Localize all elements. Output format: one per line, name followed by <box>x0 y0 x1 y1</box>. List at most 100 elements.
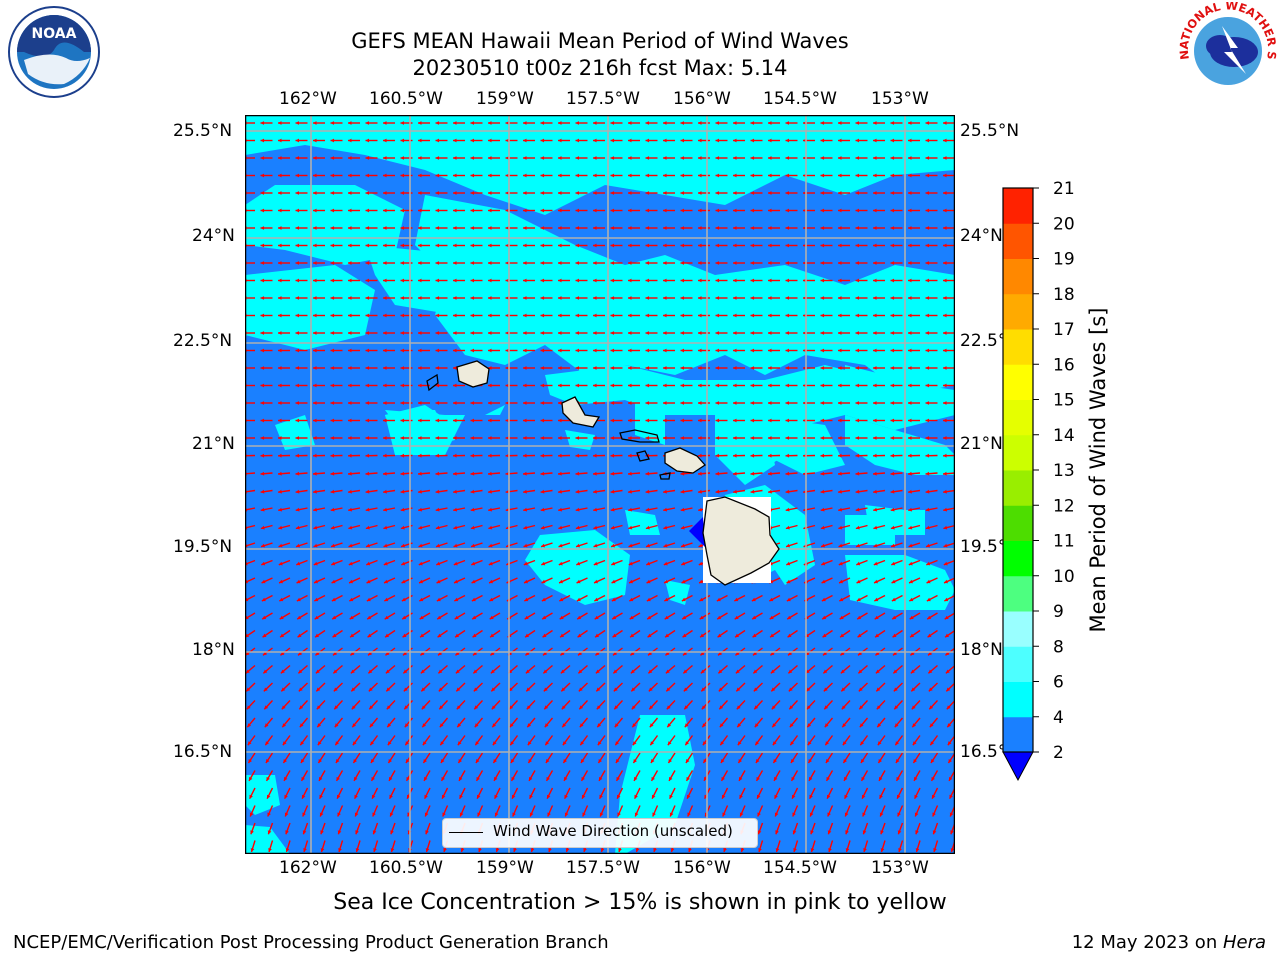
wind-arrow-head <box>735 669 740 674</box>
wind-arrow-head <box>278 471 282 476</box>
wind-arrow-head <box>701 687 706 692</box>
wind-arrow-head <box>435 366 440 370</box>
wind-arrow-head <box>494 812 499 817</box>
wind-arrow-head <box>476 794 481 799</box>
wind-arrow-head <box>750 121 755 125</box>
wind-arrow-head <box>354 776 358 781</box>
wind-arrow-head <box>680 173 685 178</box>
wind-arrow-head <box>436 561 441 566</box>
wind-arrow-head <box>383 173 387 178</box>
wind-arrow-head <box>910 669 915 674</box>
wind-arrow-head <box>348 121 352 125</box>
wind-arrow-head <box>838 261 842 265</box>
wind-arrow-head <box>593 138 597 143</box>
wind-arrow-head <box>908 401 912 405</box>
wind-arrow-head <box>540 453 545 458</box>
wind-arrow-head <box>859 723 864 728</box>
wind-arrow-head <box>400 208 405 213</box>
wind-arrow-head <box>593 331 597 335</box>
wind-arrow-head <box>875 633 880 638</box>
wind-arrow-head <box>698 243 702 248</box>
wind-arrow-head <box>949 776 953 781</box>
wind-arrow-head <box>908 296 912 300</box>
wind-arrow-head <box>418 331 422 335</box>
wind-arrow-head <box>599 776 603 781</box>
wind-arrow-head <box>350 633 355 638</box>
wind-arrow-head <box>470 226 475 230</box>
wind-arrow-head <box>558 401 562 405</box>
wind-arrow-head <box>453 543 458 548</box>
wind-arrow-head <box>910 651 915 656</box>
wind-arrow-head <box>681 561 686 566</box>
wind-arrow-head <box>248 759 252 764</box>
wind-arrow-head <box>737 741 742 746</box>
wind-arrow-head <box>558 278 562 283</box>
wind-arrow-head <box>943 507 948 512</box>
wind-arrow-head <box>505 208 510 213</box>
wind-arrow-head <box>785 226 790 230</box>
colorbar-tick-label: 13 <box>1053 461 1075 481</box>
wind-arrow-head <box>610 383 615 388</box>
wind-arrow-head <box>263 669 268 674</box>
wind-arrow-head <box>645 226 650 230</box>
wind-arrow-head <box>263 687 268 692</box>
wind-arrow-head <box>405 759 410 764</box>
wind-arrow-head <box>908 243 912 248</box>
wind-arrow-head <box>421 687 426 692</box>
wind-arrow-head <box>750 471 755 476</box>
wind-arrow-head <box>908 138 912 143</box>
wind-arrow-head <box>649 705 654 710</box>
wind-arrow-head <box>733 453 737 458</box>
wind-arrow-head <box>820 191 825 195</box>
wind-arrow-head <box>645 208 650 213</box>
wind-arrow-head <box>610 173 615 178</box>
wind-arrow-head <box>628 313 632 318</box>
wind-arrow-head <box>330 138 335 143</box>
wind-arrow-head <box>785 401 790 405</box>
wind-arrow-head <box>720 759 725 764</box>
wind-arrow-head <box>628 173 632 178</box>
colorbar-tick-label: 6 <box>1053 673 1064 693</box>
wind-arrow-head <box>757 812 761 817</box>
colorbar-segment <box>1003 399 1033 436</box>
wind-arrow-head <box>315 669 320 674</box>
wind-arrow-head <box>908 471 912 476</box>
wind-arrow-head <box>488 453 492 458</box>
wind-arrow-head <box>768 226 772 230</box>
wind-arrow-head <box>895 759 900 764</box>
wind-arrow-head <box>715 418 720 423</box>
wind-arrow-head <box>472 633 477 638</box>
wind-arrow-head <box>820 121 825 125</box>
wind-arrow-head <box>631 687 636 692</box>
wind-arrow-head <box>908 366 912 370</box>
wind-arrow-head <box>367 615 372 620</box>
wind-arrow-head <box>600 848 605 852</box>
wind-arrow-head <box>295 331 300 335</box>
wind-arrow-head <box>873 383 877 388</box>
wind-arrow-head <box>365 226 370 230</box>
wind-arrow-head <box>947 741 952 746</box>
wind-arrow-head <box>685 741 690 746</box>
wind-arrow-head <box>750 313 755 318</box>
wind-arrow-head <box>838 348 842 353</box>
wind-arrow-head <box>719 705 724 710</box>
wind-arrow-head <box>700 669 705 674</box>
wind-arrow-head <box>383 543 388 548</box>
wind-arrow-head <box>316 687 321 692</box>
wind-arrow-head <box>646 579 651 584</box>
wind-arrow-head <box>645 313 650 318</box>
wind-arrow-head <box>610 138 615 143</box>
wind-arrow-head <box>295 173 300 178</box>
wind-arrow-head <box>645 121 650 125</box>
wind-arrow-head <box>680 525 685 530</box>
wind-arrow-head <box>348 191 352 195</box>
wind-arrow-head <box>435 191 440 195</box>
wind-arrow-head <box>470 261 475 265</box>
wind-arrow-head <box>453 525 458 530</box>
wind-arrow-head <box>628 453 632 458</box>
wind-arrow-head <box>668 759 672 764</box>
wind-arrow-head <box>260 453 265 458</box>
lat-tick-right: 18°N <box>960 640 1003 660</box>
wind-arrow-head <box>628 156 632 160</box>
